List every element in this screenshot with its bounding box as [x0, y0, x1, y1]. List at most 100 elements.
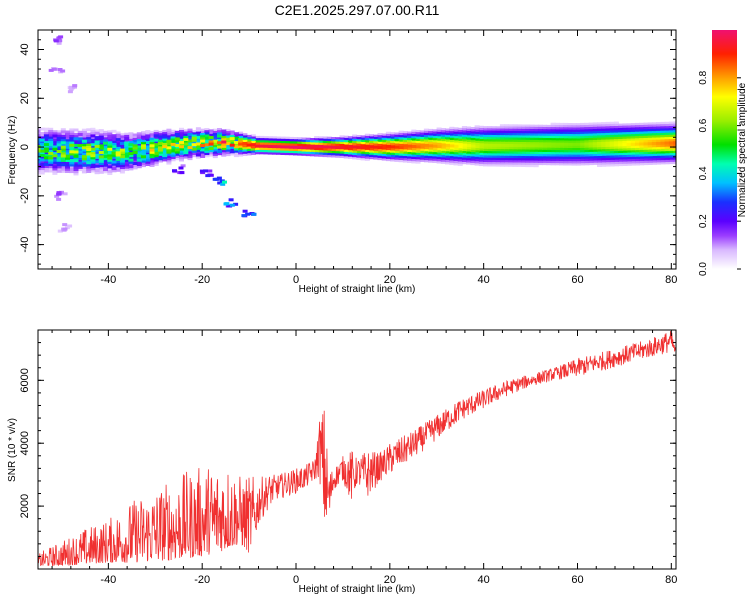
- spectrogram-cell: [60, 69, 66, 73]
- spectrogram-cell: [263, 149, 269, 153]
- spectrogram-cell: [81, 163, 87, 167]
- spectrogram-cell: [432, 129, 438, 133]
- spectrogram-cell: [322, 151, 328, 155]
- spectrogram-cell: [124, 148, 130, 152]
- spectrogram-cell: [225, 131, 231, 135]
- colorbar-tick-label: 0.6: [698, 118, 709, 132]
- spectrogram-cell: [60, 147, 66, 151]
- spectrogram-cell: [461, 148, 467, 151]
- spectrogram-cell: [233, 134, 239, 138]
- spectrogram-cell: [478, 147, 484, 151]
- spectrogram-cell: [288, 136, 294, 140]
- spectrogram-cell: [255, 151, 260, 155]
- spectrogram-cell: [276, 145, 282, 149]
- spectrogram-cell: [179, 158, 184, 162]
- spectrogram-cell: [301, 139, 307, 143]
- spectrogram-cell: [461, 137, 467, 140]
- spectrogram-cell: [128, 165, 134, 169]
- spectrogram-cell: [119, 164, 125, 167]
- spectrogram-cell: [343, 146, 349, 150]
- spectrogram-cell: [664, 137, 670, 141]
- spectrogram-cell: [499, 152, 505, 156]
- spectrogram-cell: [449, 155, 455, 159]
- spectrogram-cell: [639, 155, 645, 159]
- spectrogram-cell: [81, 168, 87, 172]
- spectrogram-cell: [250, 136, 256, 140]
- spectrogram-cell: [60, 154, 66, 158]
- spectrogram-cell: [461, 126, 467, 129]
- spectrogram-cell: [660, 141, 666, 145]
- spectrogram-cell: [187, 154, 193, 158]
- spectrogram-cell: [90, 132, 96, 136]
- spectrogram-cell: [639, 140, 645, 144]
- spectrogram-cell: [563, 122, 569, 126]
- spectrogram-cell: [314, 144, 320, 148]
- spectrogram-cell: [516, 137, 522, 141]
- spectrogram-cell: [504, 144, 510, 147]
- spectrogram-cell: [124, 139, 130, 143]
- spectrogram-cell: [48, 154, 54, 158]
- spectrogram-cell: [398, 146, 404, 150]
- spectrogram-cell: [618, 156, 624, 160]
- spectrogram-cell: [56, 145, 62, 149]
- spectrogram-cell: [195, 133, 201, 137]
- spectrogram-cell: [39, 132, 45, 135]
- spectrogram-cell: [673, 143, 676, 147]
- spectrogram-cell: [174, 157, 180, 161]
- spectrogram-cell: [635, 151, 640, 155]
- y-tick-label: 2000: [19, 494, 31, 518]
- spectrogram-cell: [212, 150, 218, 154]
- spectrogram-cell: [238, 131, 244, 135]
- spectrogram-cell: [73, 161, 79, 165]
- spectrogram-cell: [651, 139, 657, 143]
- spectrogram-cell: [411, 129, 417, 133]
- spectrogram-cell: [309, 140, 315, 144]
- spectrogram-cell: [179, 134, 184, 138]
- spectrogram-cell: [98, 144, 104, 148]
- spectrogram-cell: [457, 154, 463, 158]
- spectrogram-cell: [474, 136, 480, 140]
- spectrogram-cell: [630, 123, 636, 127]
- spectrogram-cell: [613, 161, 619, 165]
- spectrogram-cell: [149, 148, 155, 152]
- spectrogram-cell: [250, 143, 256, 147]
- spectrogram-cell: [73, 172, 79, 176]
- spectrogram-cell: [423, 139, 429, 143]
- spectrogram-cell: [483, 143, 488, 147]
- spectrogram-cell: [618, 130, 624, 134]
- spectrogram-cell: [660, 143, 666, 147]
- colorbar-tick-label: 0.0: [698, 262, 709, 276]
- snr-series-line: [38, 330, 676, 567]
- spectrogram-cell: [668, 161, 674, 165]
- spectrogram-cell: [255, 140, 260, 144]
- spectrogram-cell: [157, 146, 163, 150]
- spectrogram-cell: [428, 131, 434, 135]
- spectrogram-cell: [377, 150, 383, 154]
- spectrogram-cell: [90, 167, 96, 171]
- spectrogram-cell: [474, 158, 480, 162]
- spectrogram-cell: [166, 157, 172, 161]
- spectrogram-cell: [111, 151, 117, 155]
- spectrogram-cell: [630, 160, 636, 164]
- spectrogram-cell: [449, 148, 455, 152]
- spectrogram-cell: [394, 132, 400, 136]
- spectrogram-cell: [630, 153, 636, 157]
- spectrogram-cell: [483, 139, 488, 143]
- spectrogram-cell: [466, 130, 472, 134]
- spectrogram-cell: [128, 143, 134, 147]
- spectrogram-cell: [508, 150, 514, 154]
- spectrogram-cell: [516, 161, 522, 165]
- spectrogram-cell: [60, 137, 66, 140]
- spectrogram-cell: [200, 133, 206, 136]
- spectrogram-cell: [73, 165, 79, 169]
- spectrogram-cell: [86, 141, 92, 145]
- spectrogram-cell: [352, 143, 358, 147]
- spectrogram-cell: [119, 161, 125, 165]
- spectrogram-cell: [470, 144, 476, 148]
- spectrogram-cell: [103, 137, 108, 141]
- spectrogram-cell: [221, 131, 227, 135]
- spectrogram-cell: [263, 147, 269, 150]
- spectrogram-cell: [651, 155, 657, 159]
- spectrogram-cell: [255, 142, 260, 146]
- spectrogram-cell: [567, 149, 573, 153]
